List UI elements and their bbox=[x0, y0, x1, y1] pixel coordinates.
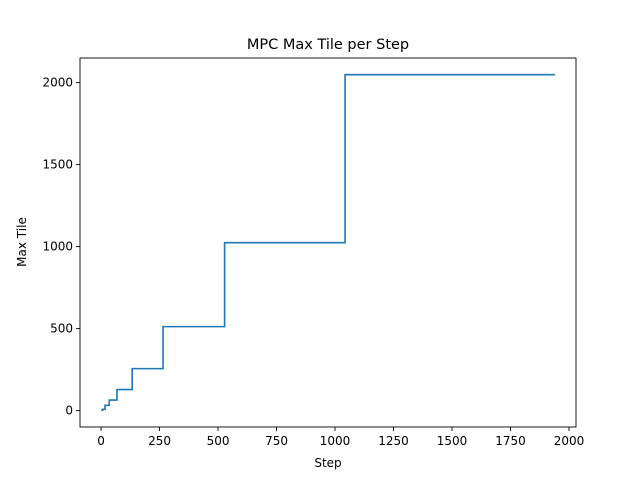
y-axis-ticks: 0 500 1000 1500 2000 bbox=[42, 76, 80, 418]
x-tick-label: 500 bbox=[207, 434, 230, 448]
x-tick-label: 750 bbox=[265, 434, 288, 448]
x-tick-label: 1250 bbox=[378, 434, 409, 448]
plot-frame bbox=[79, 57, 577, 428]
x-tick-label: 1500 bbox=[437, 434, 468, 448]
x-tick-label: 250 bbox=[148, 434, 171, 448]
chart-title: MPC Max Tile per Step bbox=[247, 37, 409, 53]
x-tick-label: 1750 bbox=[495, 434, 526, 448]
x-tick-label: 0 bbox=[97, 434, 105, 448]
x-tick-label: 2000 bbox=[554, 434, 585, 448]
x-axis-label: Step bbox=[314, 456, 341, 470]
y-tick-label: 1000 bbox=[42, 240, 73, 254]
x-axis-ticks: 0 250 500 750 1000 1250 1500 1750 2000 bbox=[97, 427, 584, 448]
x-tick-label: 1000 bbox=[320, 434, 351, 448]
y-tick-label: 500 bbox=[50, 322, 73, 336]
y-tick-label: 0 bbox=[65, 404, 73, 418]
y-tick-label: 1500 bbox=[42, 158, 73, 172]
y-axis-label: Max Tile bbox=[15, 217, 29, 267]
plot-content bbox=[101, 73, 555, 411]
y-tick-label: 2000 bbox=[42, 76, 73, 90]
series-line bbox=[101, 73, 555, 411]
